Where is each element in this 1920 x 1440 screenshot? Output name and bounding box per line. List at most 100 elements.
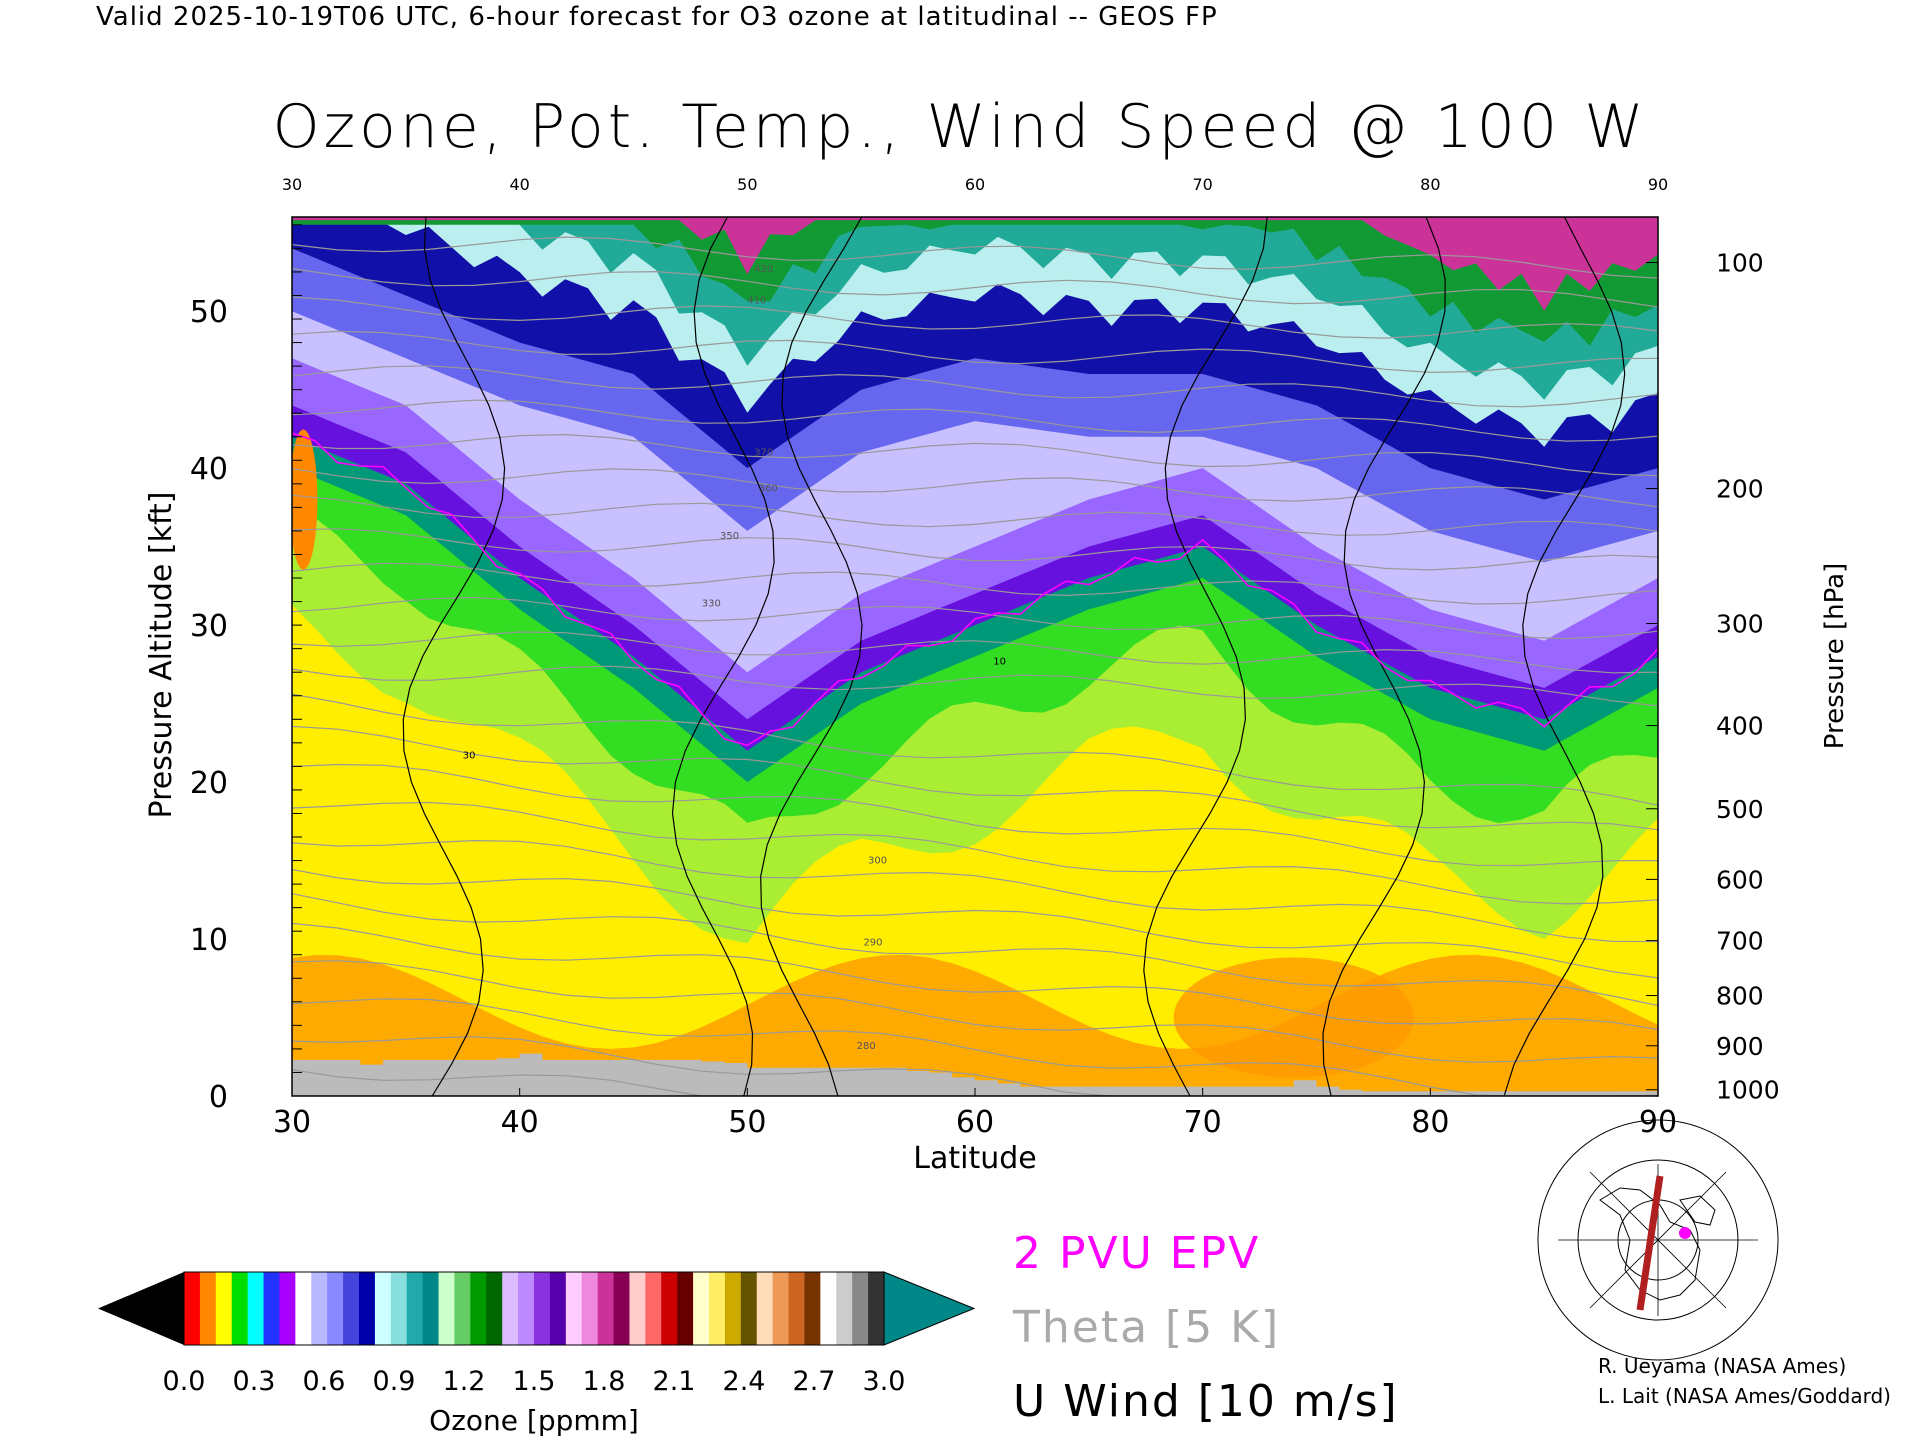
colorbar-tick-label: 2.7 (793, 1366, 836, 1397)
colorbar-swatch (629, 1272, 646, 1345)
colorbar-swatch (327, 1272, 344, 1345)
theta-contour (292, 960, 1658, 1063)
colorbar-tick-label: 3.0 (863, 1366, 906, 1397)
pressure-tick-label: 800 (1716, 982, 1764, 1011)
teal-upper-layer (292, 217, 1658, 400)
colorbar-swatch (406, 1272, 424, 1345)
colorbar-swatch (184, 1272, 201, 1345)
epv-legend: 2 PVU EPV (1013, 1228, 1261, 1279)
x-tick-label: 90 (1639, 1105, 1677, 1140)
pressure-tick-label: 100 (1716, 249, 1764, 278)
theta-label: 300 (868, 856, 887, 867)
theta-contour (292, 839, 1658, 943)
theta-label: 280 (857, 1041, 876, 1052)
theta-contour (292, 236, 1658, 279)
colorbar-swatch (677, 1272, 694, 1345)
colorbar-over-arrow (883, 1271, 976, 1346)
theta-contour (292, 868, 1658, 979)
credit-line-1: R. Ueyama (NASA Ames) (1598, 1354, 1847, 1378)
theta-contour (292, 763, 1658, 867)
credit-line-2: L. Lait (NASA Ames/Goddard) (1598, 1384, 1891, 1408)
wind-label: 10 (993, 656, 1006, 667)
colorbar-swatch (724, 1272, 742, 1345)
colorbar-swatch (518, 1272, 535, 1345)
colorbar-under-arrow (98, 1272, 184, 1345)
orange-patch-left (292, 429, 318, 570)
pressure-tick-label: 1000 (1716, 1076, 1780, 1105)
theta-contour (292, 433, 1658, 477)
theta-contour (292, 665, 1658, 707)
colorbar-swatch (804, 1272, 821, 1345)
x-tick-label: 80 (1411, 1105, 1449, 1140)
colorbar: 0.0 0.3 0.6 0.9 1.2 1.5 1.8 2.1 2.4 2.7 3.0 Ozone [… (98, 1271, 976, 1437)
theta-label: 410 (747, 295, 766, 306)
colorbar-tick-label: 0.6 (303, 1366, 346, 1397)
colorbar-swatch (788, 1272, 806, 1345)
x-tick-label: 50 (728, 1105, 766, 1140)
theta-contour (292, 267, 1658, 308)
pressure-tick-label: 900 (1716, 1032, 1764, 1061)
axes: 30 30 40 40 50 50 60 60 70 70 80 80 90 90 Latitude 0 10 2… (144, 175, 1850, 1176)
colorbar-label: Ozone [ppmm] (429, 1404, 639, 1437)
green-upper-layer (292, 217, 1658, 346)
colorbar-swatch (199, 1272, 217, 1345)
colorbar-swatch (295, 1272, 312, 1345)
theta-contour (292, 725, 1658, 831)
chart-title: Ozone, Pot. Temp., Wind Speed @ 100 W (272, 92, 1648, 162)
theta-legend: Theta [5 K] (1013, 1302, 1281, 1353)
theta-contour (292, 922, 1658, 1031)
y-tick-label: 20 (190, 766, 228, 801)
wind-contour (1143, 217, 1268, 1096)
colorbar-swatch (215, 1272, 233, 1345)
colorbar-swatch (502, 1272, 519, 1345)
colorbar-swatch (756, 1272, 774, 1345)
theta-label: 420 (754, 264, 773, 275)
wind-label: 30 (463, 751, 476, 762)
theta-contour (292, 562, 1658, 605)
colorbar-swatch (565, 1272, 583, 1345)
colorbar-swatch (868, 1272, 885, 1345)
colorbar-swatch (311, 1272, 328, 1345)
colorbar-swatch (231, 1272, 249, 1345)
colorbar-tick-label: 2.1 (653, 1366, 696, 1397)
y-tick-label: 50 (190, 295, 228, 330)
ozone-field: 420 410 370 360 350 330 300 290 280 10 30 (292, 217, 1658, 1096)
theta-contour (292, 468, 1658, 508)
wind-contour (671, 217, 775, 1096)
theta-contour (292, 528, 1658, 571)
colorbar-swatch (581, 1272, 599, 1345)
top-x-tick-label: 40 (509, 175, 529, 194)
colorbar-swatch (645, 1272, 662, 1345)
colorbar-swatch (709, 1272, 726, 1345)
theta-contour (292, 1069, 1658, 1096)
colorbar-swatch (422, 1272, 440, 1345)
top-x-tick-label: 50 (737, 175, 757, 194)
theta-label: 330 (702, 598, 721, 609)
y-tick-label: 0 (209, 1080, 228, 1115)
pressure-tick-label: 700 (1716, 927, 1764, 956)
pressure-tick-label: 300 (1716, 610, 1764, 639)
colorbar-tick-label: 0.0 (163, 1366, 206, 1397)
theta-contour (292, 693, 1658, 806)
theta-contour (292, 631, 1658, 674)
colorbar-swatch (820, 1272, 837, 1345)
pressure-tick-label: 400 (1716, 712, 1764, 741)
pressure-tick-label: 200 (1716, 475, 1764, 504)
theta-contour (292, 399, 1658, 442)
theta-contour (292, 893, 1658, 1007)
colorbar-tick-label: 0.9 (373, 1366, 416, 1397)
colorbar-swatch (661, 1272, 678, 1345)
colorbar-swatch (454, 1272, 471, 1345)
colorbar-swatch (438, 1272, 456, 1345)
y-tick-label: 10 (190, 923, 228, 958)
valid-time-header: Valid 2025-10-19T06 UTC, 6-hour forecast… (96, 2, 1218, 32)
magenta-upper-layer (292, 217, 1658, 311)
y-tick-label: 30 (190, 609, 228, 644)
pressure-tick-label: 600 (1716, 865, 1764, 894)
theta-contour (292, 330, 1658, 374)
colorbar-tick-label: 2.4 (723, 1366, 766, 1397)
locator-map (1537, 1119, 1779, 1361)
colorbar-swatch (343, 1272, 360, 1345)
top-x-tick-label: 90 (1648, 175, 1668, 194)
